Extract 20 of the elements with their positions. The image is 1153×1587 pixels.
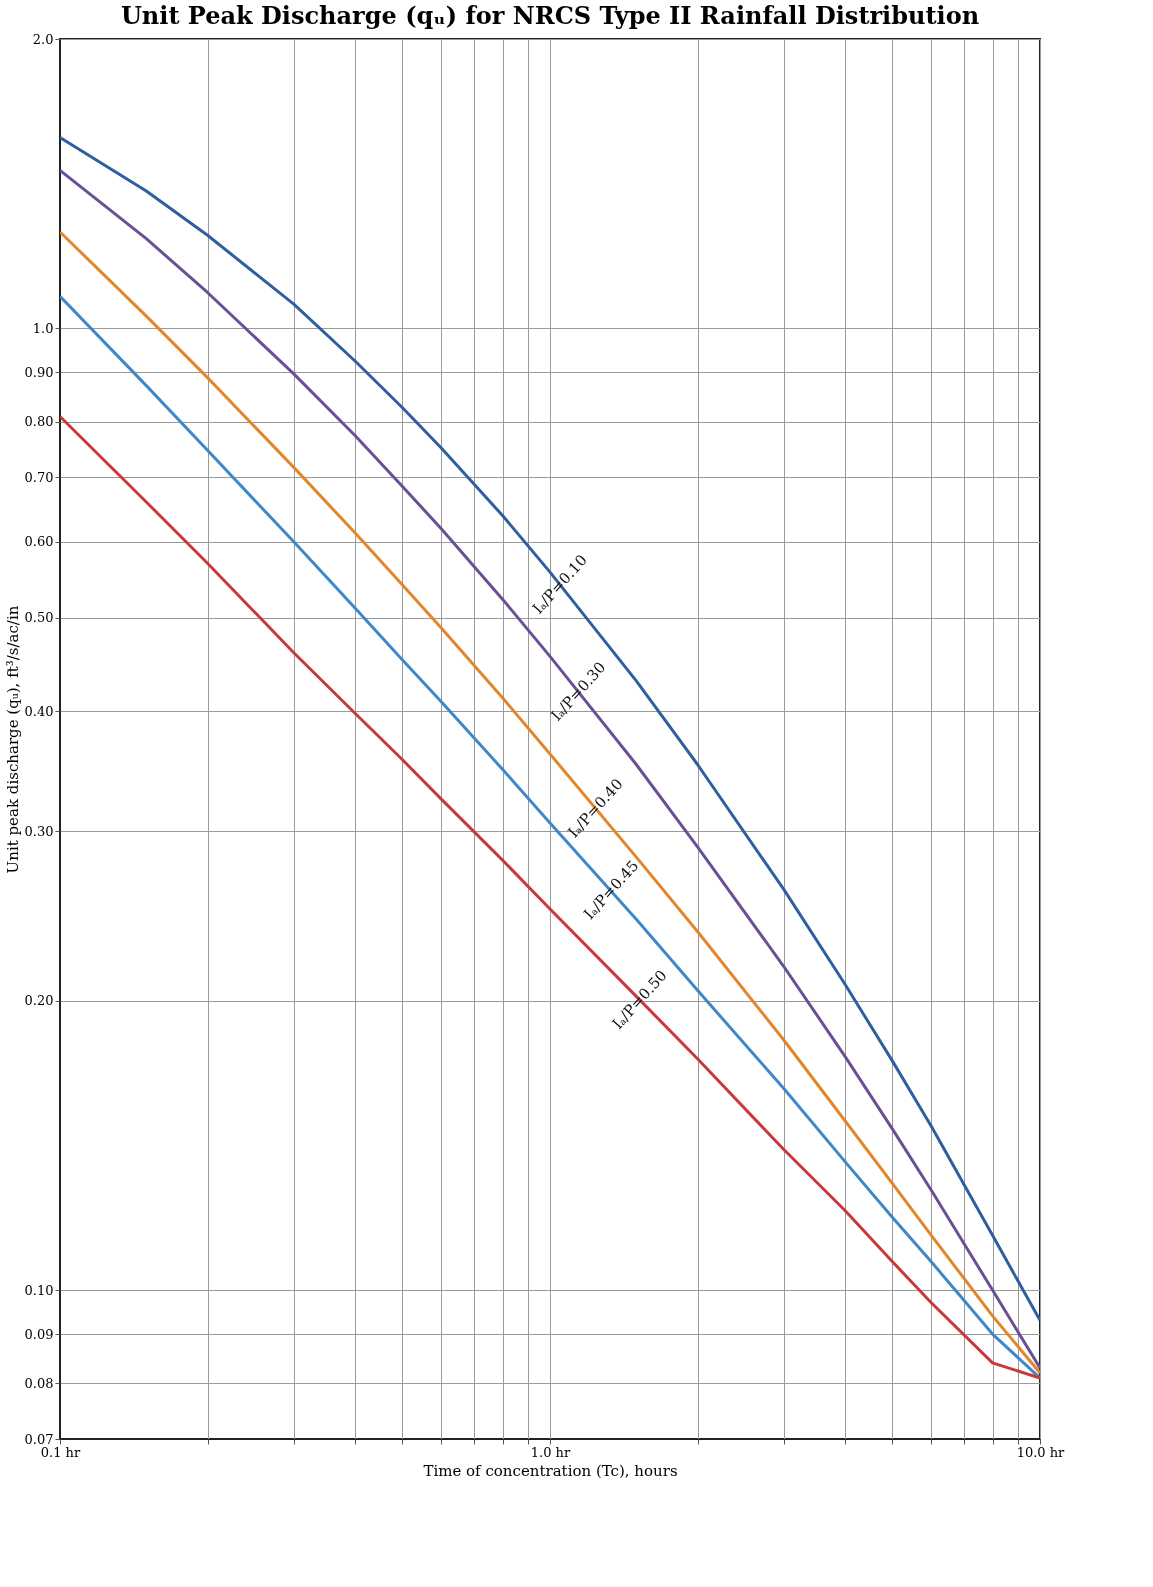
y-tick-label: 0.90 (24, 364, 54, 380)
y-tick-label: 0.08 (24, 1375, 54, 1391)
x-tick-label: 10.0 hr (1016, 1444, 1066, 1460)
x-tick-label: 1.0 hr (530, 1444, 571, 1460)
y-tick-label: 0.60 (24, 534, 54, 550)
y-tick-label: 0.30 (24, 823, 54, 839)
x-tick-label: 0.1 hr (40, 1444, 81, 1460)
y-tick-label: 0.20 (24, 993, 54, 1009)
y-tick-label: 0.07 (24, 1431, 54, 1447)
y-tick-label: 0.10 (24, 1282, 54, 1298)
y-tick-label: 0.70 (24, 469, 54, 485)
chart-title: Unit Peak Discharge (qᵤ) for NRCS Type II Rainfall Distribution (120, 1, 980, 30)
x-axis-title: Time of concentration (Tc), hours (423, 1461, 678, 1480)
y-tick-label: 0.50 (24, 610, 54, 626)
y-tick-label: 2.0 (32, 31, 54, 47)
y-tick-label: 1.0 (32, 320, 54, 336)
y-tick-label: 0.09 (24, 1326, 54, 1342)
y-axis-title: Unit peak discharge (qᵤ), ft³/s/ac/in (3, 605, 22, 874)
y-tick-label: 0.40 (24, 703, 54, 719)
y-tick-label: 0.80 (24, 414, 54, 430)
